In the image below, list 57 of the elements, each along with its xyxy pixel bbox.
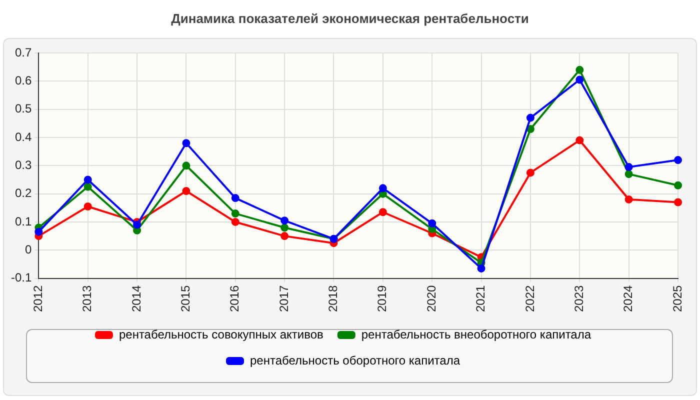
x-tick-label: 2012	[30, 284, 45, 312]
point	[231, 218, 240, 226]
x-tick-label: 2021	[474, 284, 488, 312]
point	[624, 163, 633, 172]
point	[576, 136, 584, 144]
point	[231, 210, 240, 218]
legend-label: рентабельность оборотного капитала	[250, 353, 460, 368]
x-tick-label: 2024	[621, 284, 636, 312]
point	[84, 182, 92, 191]
x-tick-label: 2013	[80, 284, 94, 312]
point	[674, 156, 682, 164]
x-tick-label: 2020	[424, 284, 438, 312]
x-tick-label: 2015	[178, 284, 193, 312]
y-tick-label: 0	[24, 242, 32, 256]
chart-title: Динамика показателей экономическая рентабельности	[170, 11, 530, 26]
legend-label: рентабельность внеоборотного капитала	[361, 327, 592, 342]
point	[624, 195, 633, 204]
y-tick-label: 0.1	[14, 214, 32, 228]
point	[84, 202, 92, 210]
point	[133, 220, 142, 229]
x-tick-label: 2017	[276, 284, 291, 312]
point	[280, 232, 289, 240]
x-tick-label: 2018	[326, 284, 340, 312]
y-tick-label: 0.6	[14, 73, 32, 88]
point	[378, 184, 387, 192]
y-tick-label: 0.4	[14, 130, 32, 144]
point	[526, 125, 534, 134]
x-tick-label: 2023	[572, 284, 586, 312]
point	[674, 198, 682, 206]
legend-label: рентабельность совокупных активов	[118, 327, 324, 342]
point	[378, 208, 387, 216]
point	[84, 176, 92, 184]
point	[182, 162, 190, 170]
point	[280, 224, 289, 232]
y-tick-label: 0.5	[14, 102, 32, 116]
point	[182, 187, 190, 195]
x-tick-label: 2016	[228, 284, 242, 312]
point	[576, 66, 584, 74]
x-tick-label: 2022	[522, 284, 537, 312]
point	[576, 76, 584, 84]
y-tick-label: 0.3	[14, 158, 32, 172]
point	[34, 228, 43, 236]
y-tick-label: 0.7	[14, 45, 32, 60]
x-tick-label: 2025	[670, 284, 684, 312]
point	[526, 114, 534, 122]
point	[182, 139, 190, 148]
x-tick-label: 2019	[375, 284, 390, 312]
point	[280, 216, 289, 225]
point	[477, 264, 486, 272]
point	[624, 170, 633, 178]
point	[428, 219, 436, 228]
y-tick-label: 0.2	[14, 186, 32, 200]
y-tick-label: -0.1	[10, 270, 32, 285]
point	[526, 168, 534, 177]
x-tick-label: 2014	[129, 284, 144, 312]
point	[674, 181, 682, 190]
point	[231, 194, 240, 202]
